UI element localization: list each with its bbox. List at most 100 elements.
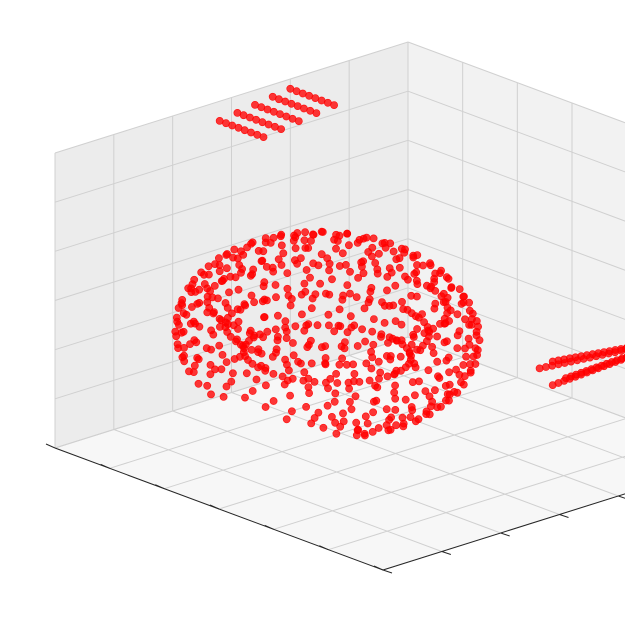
- scatter-point: [248, 359, 257, 368]
- scatter-point: [413, 325, 421, 333]
- scatter-point: [217, 365, 226, 374]
- grid-line: [348, 355, 625, 459]
- scatter-point: [195, 322, 204, 331]
- scatter-point: [399, 422, 408, 431]
- scatter-point: [444, 274, 453, 283]
- scatter-point: [465, 320, 473, 329]
- scatter-point: [222, 382, 231, 391]
- scatter-point: [254, 345, 263, 354]
- scatter-point: [314, 408, 323, 417]
- scatter-point: [213, 294, 222, 303]
- scatter-point: [302, 266, 311, 274]
- scatter-point: [277, 241, 286, 250]
- scatter-point: [304, 320, 313, 328]
- scatter-point: [411, 312, 420, 321]
- scatter-point: [409, 253, 418, 262]
- scatter-point: [236, 305, 245, 314]
- scatter-point: [354, 273, 362, 282]
- scatter-point: [238, 265, 246, 273]
- scatter-point: [319, 423, 328, 432]
- scatter-point: [269, 397, 278, 405]
- scatter-point: [202, 344, 211, 352]
- scatter-point: [178, 353, 187, 362]
- scatter-point: [316, 279, 324, 288]
- x-tick: [100, 463, 110, 469]
- scatter-point: [284, 291, 293, 300]
- scatter-point: [374, 249, 383, 258]
- scatter-point: [389, 301, 398, 310]
- scatter-point: [207, 390, 215, 399]
- scatter-point: [338, 249, 347, 258]
- scatter-point: [410, 269, 419, 278]
- scatter-point: [355, 235, 364, 244]
- scatter-point: [439, 298, 448, 306]
- scatter-point: [453, 310, 462, 319]
- scatter-point: [422, 407, 431, 416]
- scatter-point: [445, 380, 454, 389]
- scatter-point: [339, 291, 347, 300]
- scatter-point: [433, 403, 442, 412]
- scatter-point: [288, 374, 297, 383]
- scatter-point: [269, 369, 278, 378]
- scatter-point: [421, 387, 430, 395]
- scatter-point: [382, 405, 391, 414]
- scatter-point: [277, 125, 285, 134]
- scatter-point: [430, 386, 439, 395]
- scatter-point: [289, 351, 298, 360]
- scatter-point: [215, 267, 224, 276]
- scatter-point: [234, 285, 243, 294]
- scatter-point: [424, 366, 433, 375]
- scatter-point: [371, 259, 380, 267]
- scatter-point: [428, 397, 436, 406]
- scatter-point: [355, 377, 364, 386]
- scatter-point: [382, 352, 391, 360]
- scatter-point: [323, 401, 332, 410]
- scatter-point: [187, 288, 196, 296]
- scatter-point: [346, 267, 354, 276]
- grid-line: [407, 90, 625, 173]
- scatter-point: [327, 412, 336, 421]
- scatter-point: [409, 330, 418, 339]
- scatter-point: [276, 232, 285, 241]
- scatter-point: [385, 264, 394, 272]
- scatter-point: [459, 380, 468, 389]
- scatter-point: [307, 236, 315, 245]
- scatter-point: [384, 426, 393, 435]
- scatter-point: [210, 281, 219, 290]
- scatter-point: [259, 133, 268, 141]
- scatter-point: [426, 261, 435, 270]
- scatter-point: [227, 377, 236, 386]
- scatter-point: [334, 321, 343, 330]
- scatter-point: [282, 334, 291, 342]
- scatter-point: [280, 380, 289, 389]
- scatter-point: [343, 281, 352, 289]
- scatter-point: [354, 425, 362, 434]
- scatter-point: [535, 364, 544, 373]
- x-tick: [319, 545, 329, 551]
- scatter-point: [357, 258, 366, 267]
- scatter-point: [221, 299, 230, 307]
- scatter-point: [350, 321, 359, 330]
- scatter-point: [461, 344, 469, 353]
- scatter-point: [351, 392, 360, 401]
- scatter-point: [469, 352, 478, 361]
- scatter-point: [261, 403, 270, 411]
- scatter-point: [200, 270, 208, 279]
- scatter-point: [380, 318, 389, 327]
- scatter-point: [225, 288, 233, 297]
- scatter-point: [258, 256, 267, 265]
- scatter-point: [218, 350, 227, 359]
- scatter-point: [453, 331, 462, 340]
- scatter-point: [430, 304, 439, 313]
- scatter-point: [345, 397, 354, 406]
- y-tick: [618, 495, 625, 499]
- scatter-point: [368, 427, 377, 436]
- scatter-point: [286, 301, 295, 310]
- scatter-point: [391, 381, 399, 390]
- scatter-point: [427, 282, 436, 291]
- scatter-point: [358, 325, 366, 334]
- scatter-point: [473, 346, 482, 354]
- scatter-point: [250, 298, 258, 307]
- scatter-point: [278, 372, 287, 381]
- scatter-point: [230, 355, 239, 363]
